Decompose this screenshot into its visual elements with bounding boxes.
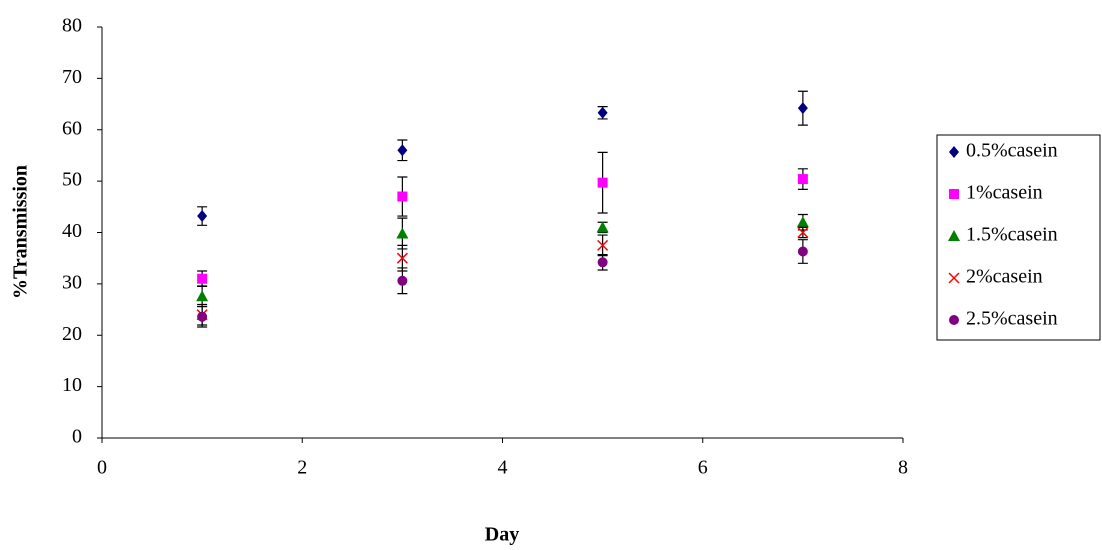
marker xyxy=(397,192,407,202)
marker xyxy=(197,312,207,322)
marker xyxy=(798,247,808,257)
y-tick-label: 50 xyxy=(62,169,82,191)
marker xyxy=(598,107,608,119)
marker xyxy=(597,221,609,232)
marker xyxy=(598,178,608,188)
marker xyxy=(196,290,208,301)
marker xyxy=(949,315,959,325)
chart: Day %Transmission 0 10 20 30 40 50 60 70 80 0 2 4 6 8… xyxy=(0,0,1102,550)
y-tick-label: 40 xyxy=(62,220,82,242)
marker xyxy=(598,257,608,267)
x-tick-label: 8 xyxy=(898,457,908,479)
marker xyxy=(798,102,808,114)
marker xyxy=(797,216,809,227)
y-tick-label: 80 xyxy=(62,15,82,37)
x-axis-label: Day xyxy=(485,524,519,546)
y-tick-label: 20 xyxy=(62,323,82,345)
y-tick-label: 70 xyxy=(62,66,82,88)
marker xyxy=(197,210,207,222)
marker xyxy=(798,174,808,184)
x-tick-label: 0 xyxy=(97,457,107,479)
y-tick-label: 60 xyxy=(62,117,82,139)
marker xyxy=(396,228,408,239)
marker xyxy=(397,276,407,286)
x-tick-label: 4 xyxy=(498,457,508,479)
marker xyxy=(197,274,207,284)
x-tick-label: 6 xyxy=(698,457,708,479)
marker xyxy=(949,189,959,199)
marker xyxy=(397,144,407,156)
y-tick-label: 0 xyxy=(72,426,82,448)
legend-label: 2%casein xyxy=(966,266,1043,288)
legend-label: 1%casein xyxy=(966,182,1043,204)
x-tick-label: 2 xyxy=(297,457,307,479)
legend-label: 2.5%casein xyxy=(966,308,1058,330)
legend-label: 0.5%casein xyxy=(966,140,1058,162)
legend-label: 1.5%casein xyxy=(966,224,1058,246)
y-tick-label: 10 xyxy=(62,374,82,396)
y-axis-label: %Transmission xyxy=(10,165,32,299)
y-tick-label: 30 xyxy=(62,271,82,293)
